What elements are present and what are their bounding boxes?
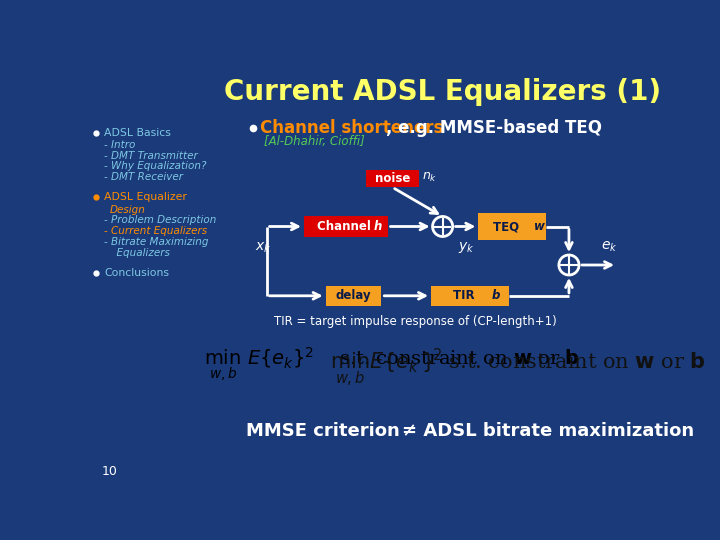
Text: - DMT Receiver: - DMT Receiver: [104, 172, 183, 182]
Text: - Intro: - Intro: [104, 140, 135, 150]
Text: noise: noise: [374, 172, 410, 185]
Text: - Problem Description: - Problem Description: [104, 215, 216, 225]
FancyBboxPatch shape: [478, 213, 546, 240]
Text: $\min_{w,b}\ E\left\{e_k\right\}^{2}\ \ $ s.t. constraint on $\mathbf{w}$ or $\m: $\min_{w,b}\ E\left\{e_k\right\}^{2}\ \ …: [220, 348, 564, 382]
FancyBboxPatch shape: [325, 286, 382, 306]
Text: Channel: Channel: [317, 220, 374, 233]
Text: $\min_{w,b} E \left\{ e_k \right\}^{\!2}$ s.t. constraint on $\mathbf{w}$ or $\m: $\min_{w,b} E \left\{ e_k \right\}^{\!2}…: [330, 346, 706, 389]
Text: $y_k$: $y_k$: [458, 240, 474, 255]
FancyBboxPatch shape: [366, 170, 418, 187]
Text: TEQ: TEQ: [493, 220, 523, 233]
Text: - DMT Transmitter: - DMT Transmitter: [104, 151, 198, 161]
Text: - Bitrate Maximizing: - Bitrate Maximizing: [104, 237, 209, 247]
Text: TIR = target impulse response of (CP-length+1): TIR = target impulse response of (CP-len…: [274, 315, 557, 328]
Text: b: b: [492, 289, 500, 302]
Text: $e_k$: $e_k$: [601, 240, 618, 254]
FancyBboxPatch shape: [304, 217, 387, 237]
Text: [Al-Dhahir, Cioffi]: [Al-Dhahir, Cioffi]: [264, 136, 365, 148]
Text: , e.g. MMSE-based TEQ: , e.g. MMSE-based TEQ: [386, 119, 602, 137]
Text: Equalizers: Equalizers: [110, 248, 170, 258]
Text: ADSL Equalizer: ADSL Equalizer: [104, 192, 186, 202]
Text: $n_k$: $n_k$: [422, 171, 437, 184]
Text: Design: Design: [110, 205, 146, 214]
Text: Conclusions: Conclusions: [104, 268, 169, 278]
Text: Current ADSL Equalizers (1): Current ADSL Equalizers (1): [224, 78, 661, 106]
Text: - Current Equalizers: - Current Equalizers: [104, 226, 207, 236]
Text: delay: delay: [336, 289, 372, 302]
Text: MMSE criterion: MMSE criterion: [246, 422, 400, 440]
Text: $x_k$: $x_k$: [255, 240, 271, 255]
Text: TIR: TIR: [453, 289, 479, 302]
Text: Channel shorteners: Channel shorteners: [261, 119, 444, 137]
Text: h: h: [374, 220, 382, 233]
Text: 10: 10: [102, 465, 117, 478]
Text: - Why Equalization?: - Why Equalization?: [104, 161, 207, 171]
FancyBboxPatch shape: [431, 286, 508, 306]
Text: ≠ ADSL bitrate maximization: ≠ ADSL bitrate maximization: [402, 422, 695, 440]
Text: ADSL Basics: ADSL Basics: [104, 127, 171, 138]
Text: w: w: [534, 220, 545, 233]
Text: $\underset{w,b}{\min}\ E\left\{e_k\right\}^2\ \ \ $ s.t. constraint on $\mathbf{: $\underset{w,b}{\min}\ E\left\{e_k\right…: [204, 346, 580, 384]
